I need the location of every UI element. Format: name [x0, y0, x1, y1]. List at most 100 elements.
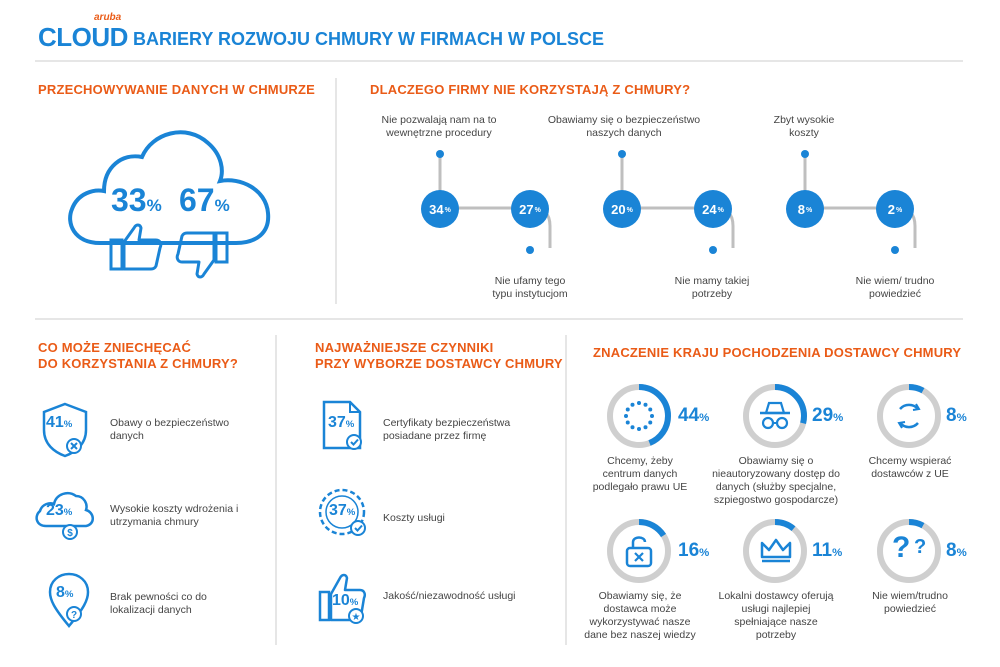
discourage-label-3: Brak pewności co do lokalizacji danych	[110, 591, 207, 616]
svg-text:$: $	[67, 528, 73, 539]
cloud-icon	[68, 130, 271, 245]
coin-icon	[318, 488, 366, 536]
discourage-label-1: Obawy o bezpieczeństwo danych	[110, 417, 230, 442]
middle-divider	[35, 318, 963, 320]
origin-title: ZNACZENIE KRAJU POCHODZENIA DOSTAWCY CHM…	[593, 345, 962, 360]
why-label-6: Nie wiem/ trudno powiedzieć	[855, 275, 935, 300]
why-value-6: 2%	[876, 190, 914, 228]
discourage-title-line2: DO KORZYSTANIA Z CHMURY?	[38, 356, 239, 371]
logo: aruba CLOUD	[38, 8, 138, 52]
storage-no-value: 67%	[179, 182, 230, 218]
why-dot-1	[436, 150, 444, 158]
origin-value-4: 16%	[678, 540, 710, 561]
lock-open-icon	[625, 536, 653, 568]
why-value-4: 24%	[694, 190, 732, 228]
eu-star	[625, 407, 630, 412]
why-value-2: 27%	[511, 190, 549, 228]
svg-text:★: ★	[352, 612, 361, 623]
factors-value-3: 10%	[332, 592, 359, 609]
eu-star	[637, 427, 641, 431]
question-icon: ?	[892, 531, 911, 564]
origin-ring-6-fill	[877, 519, 941, 583]
origin-value-2: 29%	[812, 405, 844, 426]
svg-text:?: ?	[71, 610, 77, 621]
header-divider	[35, 60, 963, 62]
location-question-icon: ?	[48, 572, 90, 628]
eu-star	[630, 425, 635, 430]
why-label-1: Nie pozwalają nam na to wewnętrzne proce…	[381, 114, 497, 139]
origin-label-3: Chcemy wspierać dostawców z UE	[868, 455, 952, 480]
origin-ring-1	[607, 384, 671, 448]
discourage-label-2: Wysokie koszty wdrożenia i utrzymania ch…	[110, 503, 239, 528]
thumbs-up-icon	[109, 223, 163, 271]
factors-title-line1: NAJWAŻNIEJSZE CZYNNIKI	[315, 340, 494, 355]
thumbs-down-icon	[175, 231, 229, 279]
why-label-4: Nie mamy takiej potrzeby	[674, 275, 750, 300]
why-dot-3	[618, 150, 626, 158]
storage-title: PRZECHOWYWANIE DANYCH W CHMURZE	[38, 82, 316, 97]
eu-star	[650, 414, 654, 418]
origin-value-6: 8%	[946, 540, 967, 561]
factors-value-2: 37%	[329, 502, 356, 519]
eu-star	[648, 420, 653, 425]
origin-ring-2-fill	[743, 384, 807, 448]
origin-ring-2	[743, 384, 807, 448]
factors-label-1: Certyfikaty bezpieczeństwa posiadane prz…	[383, 417, 511, 442]
spy-icon	[760, 401, 790, 430]
origin-label-4: Obawiamy się, że dostawca może wykorzyst…	[584, 590, 696, 641]
question-icon-small: ?	[914, 536, 927, 558]
factors-label-2: Koszty usługi	[383, 512, 445, 524]
origin-ring-3-fill	[877, 384, 941, 448]
why-label-5: Zbyt wysokie koszty	[773, 114, 835, 139]
origin-ring-4-fill	[607, 519, 671, 583]
why-value-5: 8%	[786, 190, 824, 228]
certificate-icon	[322, 400, 362, 450]
bottom-vertical-divider-2	[565, 335, 567, 645]
discourage-value-2: 23%	[46, 502, 73, 519]
discourage-value-3: 8%	[56, 584, 74, 601]
storage-yes-value: 33%	[111, 182, 162, 218]
factors-title: NAJWAŻNIEJSZE CZYNNIKI PRZY WYBORZE DOST…	[315, 340, 563, 372]
crown-icon	[760, 538, 792, 563]
eu-star	[624, 414, 628, 418]
origin-label-5: Lokalni dostawcy oferują usługi najlepie…	[718, 590, 834, 641]
eu-star	[637, 401, 641, 405]
why-dot-5	[801, 150, 809, 158]
origin-ring-1-fill	[607, 384, 671, 448]
origin-ring-6	[877, 519, 941, 583]
eu-star	[630, 402, 635, 407]
top-vertical-divider	[335, 78, 337, 304]
factors-label-3: Jakość/niezawodność usługi	[383, 590, 516, 602]
origin-label-2: Obawiamy się o nieautoryzowany dostęp do…	[712, 455, 840, 506]
eu-star	[643, 425, 648, 430]
origin-value-3: 8%	[946, 405, 967, 426]
thumbs-up-star-icon: ★	[318, 573, 367, 624]
origin-value-5: 11%	[812, 540, 843, 561]
origin-ring-5	[743, 519, 807, 583]
factors-title-line2: PRZY WYBORZE DOSTAWCY CHMURY	[315, 356, 563, 371]
origin-label-6: Nie wiem/trudno powiedzieć	[872, 590, 948, 615]
discourage-title: CO MOŻE ZNIECHĘCAĆ DO KORZYSTANIA Z CHMU…	[38, 340, 238, 372]
page-title: BARIERY ROZWOJU CHMURY W FIRMACH W POLSC…	[133, 29, 604, 49]
origin-label-1: Chcemy, żeby centrum danych podlegało pr…	[592, 455, 688, 493]
shield-icon	[42, 402, 88, 458]
discourage-title-line1: CO MOŻE ZNIECHĘCAĆ	[38, 340, 192, 355]
cycle-arrows-icon	[897, 403, 921, 429]
origin-ring-4	[607, 519, 671, 583]
factors-value-1: 37%	[328, 414, 355, 431]
eu-flag-icon	[624, 401, 654, 431]
origin-value-1: 44%	[678, 405, 710, 426]
bottom-vertical-divider-1	[275, 335, 277, 645]
cloud-dollar-icon: $	[35, 492, 94, 540]
why-dot-2	[526, 246, 534, 254]
logo-small-text: aruba	[94, 12, 122, 23]
eu-star	[625, 420, 630, 425]
why-value-3: 20%	[603, 190, 641, 228]
origin-ring-3	[877, 384, 941, 448]
why-label-3: Obawiamy się o bezpieczeństwo naszych da…	[547, 114, 701, 139]
why-label-2: Nie ufamy tego typu instytucjom	[492, 275, 568, 300]
origin-ring-5-fill	[743, 519, 807, 583]
eu-star	[648, 407, 653, 412]
why-not-title: DLACZEGO FIRMY NIE KORZYSTAJĄ Z CHMURY?	[370, 82, 691, 97]
why-dot-4	[709, 246, 717, 254]
